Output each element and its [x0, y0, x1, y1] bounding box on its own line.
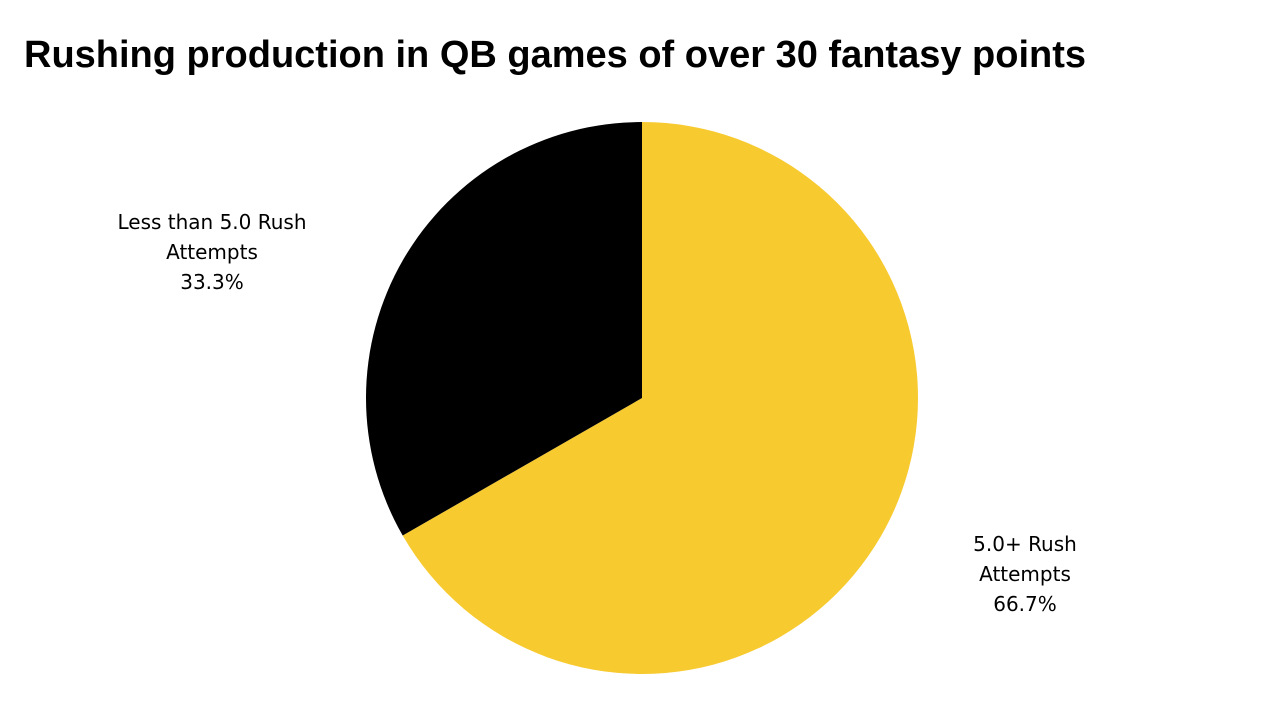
pie-slice-rush-less-than-5: [366, 122, 642, 536]
slice-label-line: Attempts: [166, 240, 258, 264]
chart-title: Rushing production in QB games of over 3…: [24, 34, 1087, 76]
slice-value-label: 33.3%: [180, 270, 244, 294]
slice-label-line: Less than 5.0 Rush: [117, 210, 307, 234]
slice-label-less-than-5: Less than 5.0 Rush Attempts 33.3%: [92, 207, 332, 297]
slice-label-5-plus: 5.0+ Rush Attempts 66.7%: [905, 529, 1145, 619]
pie-slice-rush-5-plus: [402, 122, 919, 674]
slice-value-label: 66.7%: [993, 592, 1057, 616]
slice-label-line: Attempts: [979, 562, 1071, 586]
slice-label-line: 5.0+ Rush: [973, 532, 1077, 556]
